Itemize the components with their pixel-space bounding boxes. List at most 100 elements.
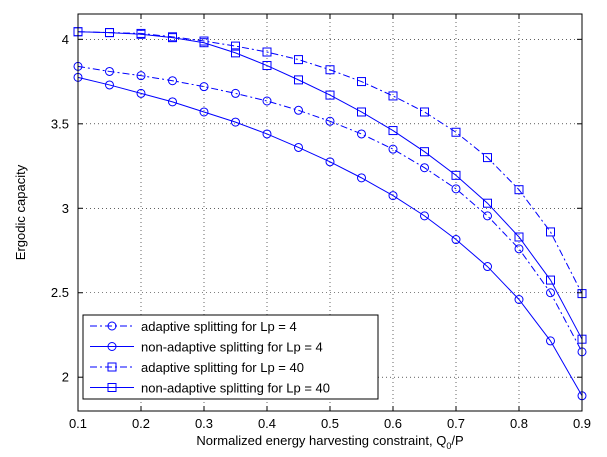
data-point-square <box>262 47 272 57</box>
series-1 <box>73 61 587 357</box>
data-point-square <box>199 38 209 48</box>
x-tick-label: 0.6 <box>384 416 402 431</box>
series-line <box>77 76 583 397</box>
data-point-circle <box>388 191 398 201</box>
data-point-square <box>136 29 146 39</box>
data-point-circle <box>262 129 272 139</box>
data-point-square <box>231 41 240 51</box>
legend-marker <box>107 383 117 392</box>
data-point-circle <box>168 97 177 107</box>
data-point-circle <box>168 76 177 86</box>
data-point-circle <box>262 96 272 106</box>
legend-label: non-adaptive splitting for Lp = 4 <box>141 340 323 355</box>
ticks: 0.1 0.2 0.3 0.4 0.5 0.6 0.7 0.8 0.9 2 2.5 3 3.5 4 <box>51 14 591 431</box>
legend-marker <box>107 321 117 331</box>
data-point-square <box>388 91 398 101</box>
series-4 <box>73 27 587 344</box>
data-point-circle <box>294 105 303 115</box>
data-point-circle <box>231 88 240 98</box>
x-tick-label: 0.5 <box>321 416 339 431</box>
series-layer <box>73 27 587 401</box>
x-axis-label-subscript: 0 <box>446 441 451 451</box>
data-point-square <box>231 48 240 58</box>
data-point-square <box>483 198 492 208</box>
data-point-circle <box>199 82 209 92</box>
data-point-square <box>388 126 398 136</box>
data-point-circle <box>420 211 429 221</box>
data-point-circle <box>514 295 524 305</box>
legend-item: adaptive splitting for Lp = 40 <box>90 360 304 375</box>
legend-label: adaptive splitting for Lp = 40 <box>141 360 304 375</box>
data-point-circle <box>136 88 146 98</box>
series-line <box>77 65 583 353</box>
data-point-circle <box>420 163 429 173</box>
data-point-square <box>105 28 114 38</box>
legend-box <box>82 314 379 400</box>
y-tick-label: 3 <box>62 201 69 216</box>
legend-label: non-adaptive splitting for Lp = 40 <box>141 381 330 396</box>
data-point-circle <box>388 144 398 154</box>
data-point-circle <box>294 142 303 152</box>
x-tick-label: 0.2 <box>132 416 150 431</box>
series-line <box>77 31 583 340</box>
data-point-circle <box>325 157 335 167</box>
data-point-square <box>514 232 524 242</box>
data-point-square <box>420 147 429 157</box>
y-axis-label: Ergodic capacity <box>13 164 28 260</box>
data-point-square <box>357 77 366 87</box>
data-point-circle <box>325 116 335 126</box>
x-tick-label: 0.7 <box>447 416 465 431</box>
data-point-circle <box>231 117 240 127</box>
data-point-circle <box>105 80 114 90</box>
data-point-circle <box>357 129 366 139</box>
data-point-square <box>325 90 335 100</box>
data-point-circle <box>136 71 146 81</box>
data-point-square <box>546 227 555 237</box>
data-point-square <box>357 107 366 117</box>
x-axis-label-main: Normalized energy harvesting constraint,… <box>196 433 446 448</box>
y-tick-label: 2 <box>62 370 69 385</box>
y-tick-label: 2.5 <box>51 285 69 300</box>
data-point-circle <box>199 107 209 117</box>
data-point-square <box>294 75 303 85</box>
series-line <box>77 31 583 294</box>
data-point-square <box>262 61 272 71</box>
data-point-circle <box>451 235 461 245</box>
x-axis-label: Normalized energy harvesting constraint,… <box>196 433 463 451</box>
legend-item: non-adaptive splitting for Lp = 40 <box>90 381 330 396</box>
x-tick-label: 0.4 <box>258 416 276 431</box>
data-point-circle <box>483 262 492 272</box>
data-point-circle <box>546 288 555 298</box>
data-point-circle <box>105 66 114 76</box>
data-point-square <box>168 33 177 43</box>
legend-label: adaptive splitting for Lp = 4 <box>141 319 297 334</box>
series-2 <box>73 72 587 401</box>
data-point-circle <box>514 244 524 254</box>
data-point-square <box>451 170 461 180</box>
legend: adaptive splitting for Lp = 4 non-adaptiv… <box>82 314 379 400</box>
data-point-square <box>420 107 429 117</box>
x-tick-label: 0.9 <box>573 416 591 431</box>
x-tick-label: 0.3 <box>195 416 213 431</box>
data-point-square <box>451 127 461 137</box>
x-tick-label: 0.1 <box>69 416 87 431</box>
data-point-circle <box>451 184 461 194</box>
legend-marker <box>107 362 117 372</box>
y-tick-label: 3.5 <box>51 116 69 131</box>
data-point-square <box>483 153 492 163</box>
legend-item: non-adaptive splitting for Lp = 4 <box>90 340 323 355</box>
data-point-circle <box>546 336 555 346</box>
data-point-square <box>514 185 524 195</box>
data-point-circle <box>357 173 366 183</box>
data-point-square <box>294 55 303 65</box>
data-point-square <box>325 65 335 75</box>
data-point-square <box>546 275 555 285</box>
x-axis-label-tail: /P <box>451 433 463 448</box>
y-tick-label: 4 <box>62 32 69 47</box>
legend-item: adaptive splitting for Lp = 4 <box>90 319 297 334</box>
data-point-circle <box>483 211 492 221</box>
legend-marker <box>107 342 117 351</box>
x-tick-label: 0.8 <box>510 416 528 431</box>
